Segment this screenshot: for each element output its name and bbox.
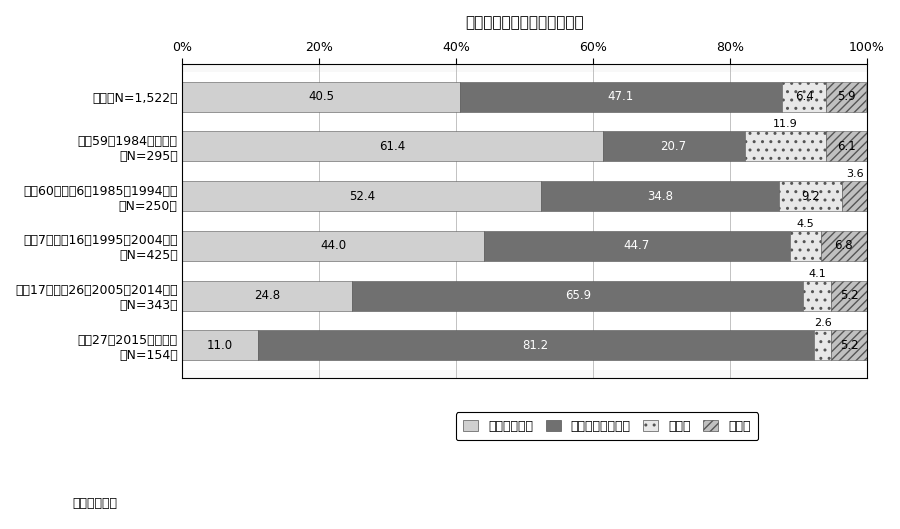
Bar: [832, 281, 867, 311]
Bar: [183, 72, 867, 122]
Text: 24.8: 24.8: [255, 289, 281, 302]
Bar: [183, 132, 603, 161]
Text: 44.0: 44.0: [320, 240, 346, 252]
Bar: [826, 81, 867, 112]
Title: 現在の修繕積立金の積立方式: 現在の修繕積立金の積立方式: [465, 15, 584, 30]
Bar: [183, 122, 867, 171]
Text: 34.8: 34.8: [647, 189, 673, 203]
Legend: 均等積立方式, 段階増額積立方式, その他, 不　明: 均等積立方式, 段階増額積立方式, その他, 不 明: [455, 413, 758, 441]
Bar: [183, 331, 257, 360]
Bar: [183, 281, 352, 311]
Text: 11.9: 11.9: [773, 120, 797, 130]
Text: 2.6: 2.6: [814, 318, 832, 329]
Text: 6.8: 6.8: [834, 240, 853, 252]
Text: （完成年次）: （完成年次）: [72, 497, 117, 510]
Text: 11.0: 11.0: [207, 339, 233, 352]
Text: 20.7: 20.7: [661, 140, 687, 153]
Bar: [804, 281, 832, 311]
Text: 4.5: 4.5: [796, 219, 814, 229]
Text: 81.2: 81.2: [523, 339, 549, 352]
Bar: [460, 81, 782, 112]
Text: 65.9: 65.9: [565, 289, 591, 302]
Bar: [257, 331, 814, 360]
Text: 61.4: 61.4: [380, 140, 406, 153]
Bar: [842, 181, 867, 211]
Bar: [183, 181, 541, 211]
Bar: [821, 231, 867, 261]
Bar: [603, 132, 744, 161]
Bar: [183, 231, 483, 261]
Bar: [789, 231, 821, 261]
Text: 44.7: 44.7: [624, 240, 650, 252]
Bar: [832, 331, 867, 360]
Text: 6.4: 6.4: [795, 90, 814, 103]
Bar: [782, 81, 826, 112]
Bar: [183, 171, 867, 221]
Text: 4.1: 4.1: [808, 269, 826, 279]
Bar: [779, 181, 842, 211]
Bar: [183, 221, 867, 271]
Bar: [541, 181, 779, 211]
Text: 52.4: 52.4: [349, 189, 375, 203]
Bar: [183, 321, 867, 370]
Text: 47.1: 47.1: [608, 90, 634, 103]
Bar: [744, 132, 826, 161]
Text: 40.5: 40.5: [308, 90, 334, 103]
Bar: [183, 271, 867, 321]
Text: 5.2: 5.2: [840, 339, 859, 352]
Bar: [826, 132, 868, 161]
Text: 5.9: 5.9: [837, 90, 856, 103]
Text: 9.2: 9.2: [802, 189, 820, 203]
Bar: [352, 281, 804, 311]
Text: 6.1: 6.1: [838, 140, 856, 153]
Bar: [183, 81, 460, 112]
Bar: [814, 331, 832, 360]
Text: 5.2: 5.2: [840, 289, 859, 302]
Bar: [483, 231, 789, 261]
Text: 3.6: 3.6: [846, 169, 864, 179]
